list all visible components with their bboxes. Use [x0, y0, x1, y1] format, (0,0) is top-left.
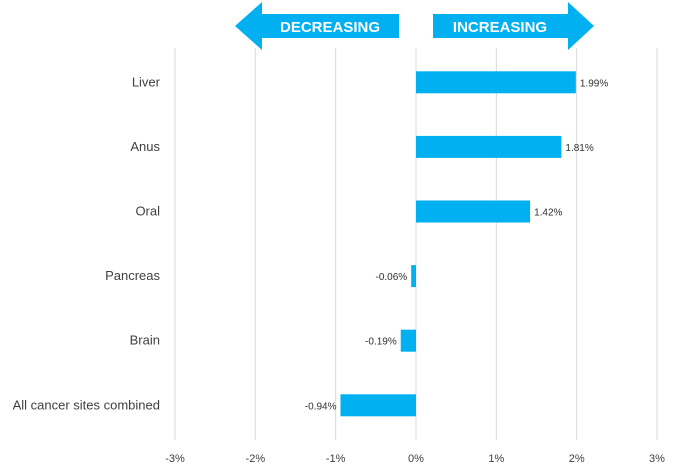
decreasing-arrow	[235, 2, 399, 50]
gridlines	[174, 48, 658, 440]
category-label: All cancer sites combined	[13, 397, 160, 412]
x-tick-labels: -3% -2% -1% 0% 1% 2% 3%	[165, 453, 665, 465]
data-label: 1.42%	[534, 208, 562, 219]
data-labels: 1.99% 1.81% 1.42% -0.06% -0.19% -0.94%	[305, 78, 609, 412]
increasing-arrow	[433, 2, 594, 50]
bar-oral	[416, 200, 531, 223]
data-label: -0.94%	[305, 401, 337, 412]
x-tick-label: 2%	[569, 453, 585, 465]
bars	[340, 71, 576, 417]
x-tick-label: 1%	[488, 453, 504, 465]
decreasing-arrow-label: DECREASING	[280, 19, 380, 36]
data-label: 1.81%	[565, 143, 593, 154]
direction-arrows: DECREASING INCREASING	[235, 2, 594, 50]
bar-pancreas	[411, 265, 416, 288]
x-tick-label: 0%	[408, 453, 424, 465]
category-labels: Liver Anus Oral Pancreas Brain All cancer sit…	[13, 74, 161, 412]
increasing-arrow-label: INCREASING	[453, 19, 547, 36]
x-tick-label: -3%	[165, 453, 185, 465]
category-label: Brain	[130, 333, 160, 348]
x-tick-label: -1%	[326, 453, 346, 465]
category-label: Pancreas	[105, 268, 160, 283]
category-label: Liver	[132, 74, 161, 89]
bar-liver	[416, 71, 576, 94]
bar-brain	[400, 329, 416, 352]
bar-all-cancer-sites-combined	[340, 394, 416, 417]
x-tick-label: -2%	[246, 453, 266, 465]
x-tick-label: 3%	[649, 453, 665, 465]
data-label: 1.99%	[580, 78, 608, 89]
category-label: Oral	[135, 204, 160, 219]
data-label: -0.19%	[365, 337, 397, 348]
category-label: Anus	[130, 139, 160, 154]
bar-anus	[416, 135, 562, 158]
data-label: -0.06%	[375, 272, 407, 283]
